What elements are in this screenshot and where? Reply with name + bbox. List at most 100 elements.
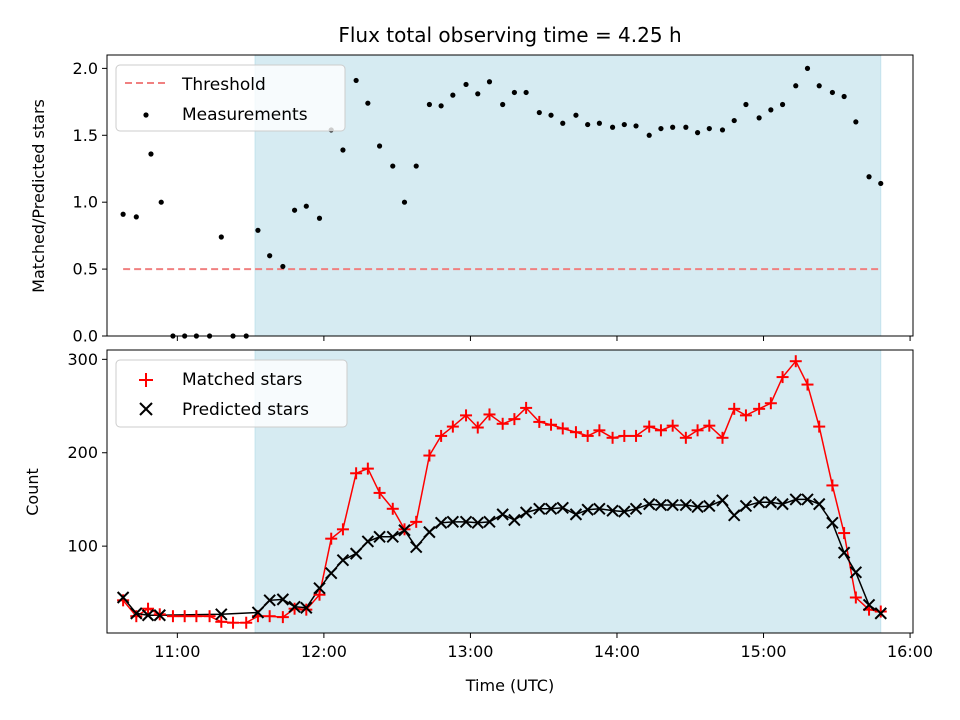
- predicted-star-marker: [691, 500, 704, 514]
- matched-star-marker: [276, 611, 289, 624]
- x-stroke-b: [336, 553, 350, 567]
- matched-star-marker: [789, 355, 802, 368]
- measurement-point: [779, 101, 786, 108]
- predicted-star-marker: [300, 601, 313, 614]
- predicted-star-marker: [373, 530, 386, 544]
- x-stroke-b: [373, 530, 386, 544]
- predicted-star-marker: [703, 499, 716, 513]
- matched-star-marker: [533, 415, 546, 428]
- predicted-star-marker: [801, 493, 814, 506]
- measurement-point: [646, 132, 652, 138]
- x-stroke-b: [618, 505, 631, 518]
- matched-star-marker: [569, 426, 582, 439]
- bottom-legend-box: [115, 359, 348, 428]
- chart-title: Flux total observing time = 4.25 h: [338, 23, 681, 47]
- matched-star-marker: [679, 431, 692, 444]
- measurement-point: [133, 214, 139, 220]
- y-tick-label: 200: [67, 443, 98, 462]
- predicted-star-marker: [813, 497, 826, 511]
- predicted-star-marker: [263, 594, 276, 607]
- predicted-star-marker: [459, 515, 473, 529]
- x-stroke-b: [581, 503, 594, 516]
- measurement-point: [719, 127, 726, 133]
- x-stroke-b: [606, 504, 619, 517]
- predicted-star-marker: [130, 607, 143, 620]
- x-stroke-b: [752, 496, 766, 509]
- measurement-point: [768, 107, 774, 113]
- measurement-point: [450, 92, 456, 98]
- observing-window-span: [254, 54, 882, 337]
- matched-star-marker: [263, 610, 276, 623]
- x-stroke-b: [654, 498, 668, 512]
- matched-star-marker: [423, 449, 436, 462]
- x-stroke-b: [679, 498, 693, 512]
- y-tick-label: 100: [67, 537, 98, 556]
- predicted-star-marker: [483, 515, 496, 529]
- bottom-y-ticks: 100 200 300: [67, 350, 107, 556]
- x-stroke-b: [691, 500, 704, 514]
- measurement-point: [316, 215, 323, 221]
- measurement-point: [706, 125, 712, 132]
- predicted-star-marker: [410, 540, 423, 554]
- x-stroke-b: [263, 594, 276, 607]
- measurement-point: [303, 203, 309, 209]
- x-stroke-b: [703, 499, 716, 513]
- y-tick-label: 2.0: [73, 59, 98, 78]
- matched-star-marker: [874, 605, 887, 618]
- measurement-point: [353, 77, 359, 84]
- x-stroke-b: [130, 607, 143, 620]
- predicted-star-marker: [764, 496, 778, 509]
- measurement-point: [267, 253, 273, 259]
- x-stroke-b: [215, 608, 228, 621]
- x-stroke-b: [837, 546, 851, 559]
- measurement-point: [413, 163, 419, 169]
- x-stroke-b: [496, 508, 509, 521]
- x-stroke-b: [276, 593, 290, 606]
- x-stroke-b: [325, 567, 338, 580]
- predicted-star-marker: [837, 546, 851, 559]
- x-stroke-b: [141, 609, 155, 622]
- measurement-point: [158, 199, 164, 205]
- x-stroke-b: [776, 497, 789, 511]
- predicted-star-marker: [533, 502, 546, 515]
- matched-star-marker: [142, 602, 155, 615]
- matched-star-marker: [373, 486, 386, 499]
- x-stroke-b: [300, 601, 313, 614]
- predicted-star-marker: [116, 591, 130, 604]
- predicted-star-marker: [423, 525, 436, 539]
- top-legend: Threshold Measurements: [115, 64, 346, 132]
- matched-star-marker: [350, 467, 363, 480]
- predicted-star-marker: [471, 516, 484, 529]
- matched-star-marker: [739, 409, 752, 422]
- y-tick-label: 300: [67, 350, 98, 369]
- predicted-star-marker: [349, 547, 363, 560]
- matched-star-marker: [313, 588, 326, 601]
- bottom-legend: Matched stars Predicted stars: [115, 359, 348, 428]
- x-stroke-b: [849, 566, 863, 579]
- measurement-point: [670, 124, 676, 130]
- x-stroke-b: [801, 493, 814, 506]
- measurement-point: [536, 109, 542, 116]
- x-stroke-b: [739, 499, 753, 513]
- y-tick-label: 1.0: [73, 193, 98, 212]
- predicted-star-marker: [153, 609, 166, 622]
- measurement-point: [633, 123, 639, 129]
- x-stroke-b: [533, 502, 546, 515]
- matched-star-marker: [606, 431, 619, 444]
- predicted-star-marker: [141, 609, 155, 622]
- x-stroke-b: [361, 535, 375, 548]
- x-stroke-b: [728, 509, 741, 522]
- x-stroke-b: [629, 502, 643, 515]
- matched-star-marker: [483, 408, 496, 421]
- x-stroke-b: [459, 515, 473, 529]
- measurement-point: [120, 211, 126, 217]
- matched-star-marker: [630, 429, 643, 442]
- legend-predicted-swatch: [139, 402, 153, 416]
- x-stroke-b: [716, 494, 729, 507]
- predicted-star-marker: [739, 499, 753, 513]
- x-stroke-b: [789, 493, 802, 506]
- measurement-point: [841, 93, 847, 100]
- x-axis-label: Time (UTC): [465, 676, 554, 695]
- predicted-star-marker: [569, 508, 583, 521]
- x-stroke-b: [116, 591, 130, 604]
